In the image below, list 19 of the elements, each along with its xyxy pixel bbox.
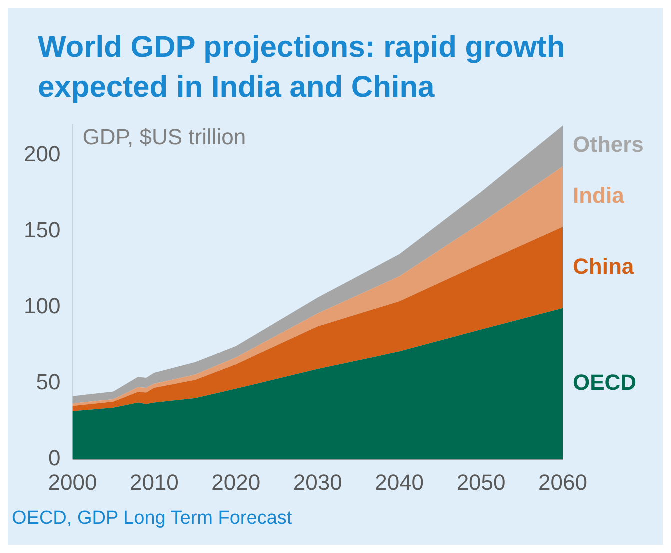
- series-label: China: [573, 254, 635, 279]
- x-tick-label: 2030: [293, 470, 342, 495]
- y-tick-label: 200: [24, 142, 61, 167]
- y-axis-title: GDP, $US trillion: [82, 124, 246, 150]
- x-tick-label: 2050: [456, 470, 506, 495]
- x-tick-label: 2020: [212, 470, 261, 495]
- series-label: Others: [573, 132, 644, 158]
- series-label: India: [573, 182, 626, 208]
- y-tick-label: 50: [36, 370, 61, 395]
- x-tick-label: 2000: [48, 470, 98, 495]
- x-tick-label: 2010: [130, 470, 179, 495]
- y-tick-label: 0: [48, 446, 61, 471]
- x-tick-label: 2040: [375, 470, 424, 495]
- text: OECD, GDP Long Term Forecast: [11, 507, 294, 530]
- x-tick-label: 2060: [538, 470, 588, 495]
- chart-title: World GDP projections: rapid growth expected in India and China: [37, 30, 566, 104]
- series-label: OECD: [573, 370, 637, 396]
- y-tick-label: 150: [24, 218, 61, 243]
- y-tick-label: 100: [24, 294, 61, 319]
